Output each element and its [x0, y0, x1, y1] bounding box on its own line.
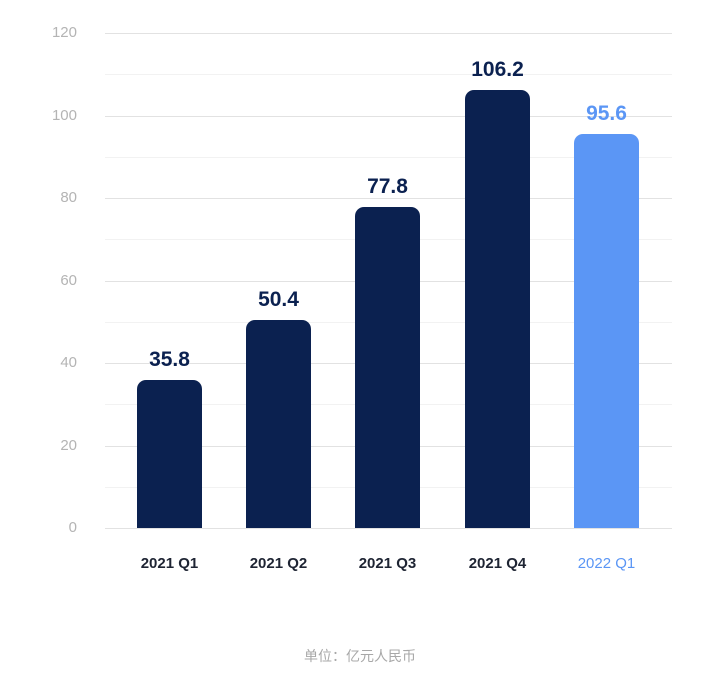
gridline-minor — [105, 157, 672, 158]
gridline-major — [105, 116, 672, 117]
bar-2021-q2 — [246, 320, 311, 528]
bar-value-label: 77.8 — [367, 175, 408, 199]
y-tick-label: 120 — [51, 24, 77, 41]
y-tick-label: 100 — [51, 106, 77, 124]
bar-value-label: 35.8 — [149, 348, 190, 372]
gridline-minor — [105, 74, 672, 75]
y-tick-label: 20 — [60, 436, 77, 454]
x-tick-label: 2021 Q1 — [140, 555, 199, 572]
x-tick-label: 2021 Q4 — [468, 555, 527, 572]
bar-value-label: 50.4 — [258, 288, 299, 312]
bar-2021-q1 — [137, 380, 202, 528]
gridline-major — [105, 528, 672, 529]
gridline-major — [105, 198, 672, 199]
bar-value-label: 95.6 — [586, 101, 627, 125]
gridline-major — [105, 33, 672, 34]
x-tick-label: 2021 Q3 — [358, 555, 417, 572]
bar-2021-q4 — [465, 89, 530, 528]
y-tick-label: 60 — [60, 271, 77, 289]
y-tick-label: 40 — [60, 354, 77, 371]
bar-2022-q1 — [574, 133, 639, 528]
y-tick-label: 0 — [68, 519, 77, 536]
bar-value-label: 106.2 — [471, 57, 524, 81]
x-tick-label: 2022 Q1 — [577, 555, 636, 572]
unit-note: 单位：亿元人民币 — [304, 649, 416, 665]
y-tick-label: 80 — [60, 189, 77, 206]
x-tick-label: 2021 Q2 — [249, 555, 308, 572]
bar-2021-q3 — [355, 207, 420, 528]
